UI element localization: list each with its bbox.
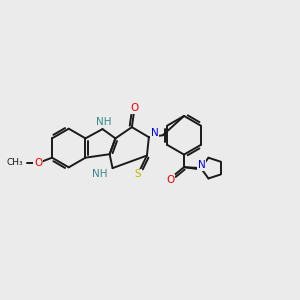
Text: NH: NH: [96, 117, 111, 127]
Text: N: N: [151, 128, 159, 138]
Text: O: O: [166, 175, 175, 185]
Text: S: S: [135, 169, 142, 179]
Text: O: O: [34, 158, 42, 168]
Text: CH₃: CH₃: [7, 158, 23, 167]
Text: O: O: [131, 103, 139, 113]
Text: N: N: [198, 160, 206, 170]
Text: NH: NH: [92, 169, 108, 179]
